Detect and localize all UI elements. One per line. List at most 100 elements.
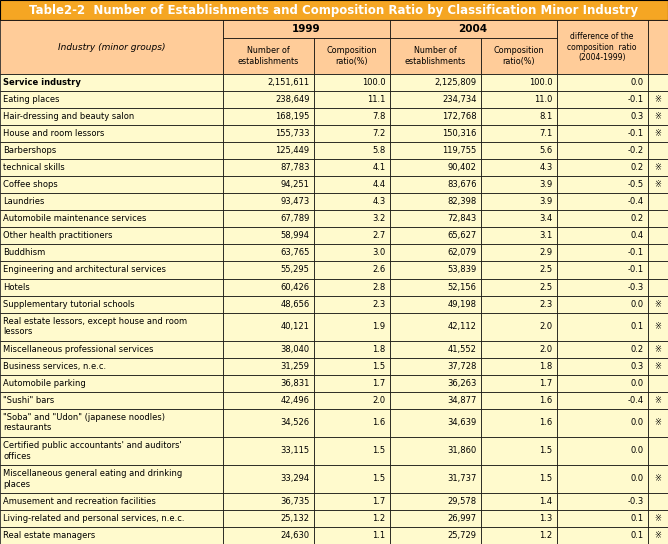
Bar [222,38,313,74]
Text: 0.1: 0.1 [631,322,643,331]
Text: 7.1: 7.1 [540,129,552,138]
Bar [647,392,668,409]
Bar [313,211,389,227]
Text: 2004: 2004 [459,24,488,34]
Text: Number of
establishments: Number of establishments [238,46,299,66]
Bar [389,409,480,437]
Bar [389,125,480,143]
Bar [647,465,668,493]
Bar [389,176,480,193]
Bar [480,295,556,313]
Text: 2.6: 2.6 [373,265,385,275]
Text: 2.0: 2.0 [373,395,385,405]
Bar [222,125,313,143]
Text: Hotels: Hotels [3,282,30,292]
Text: 1.5: 1.5 [373,446,385,455]
Bar [389,279,480,295]
Bar [480,341,556,357]
Bar [480,193,556,211]
Text: -0.3: -0.3 [627,282,643,292]
Bar [0,0,668,20]
Bar [0,527,222,544]
Bar [647,357,668,375]
Text: -0.1: -0.1 [627,129,643,138]
Bar [0,125,222,143]
Text: 24,630: 24,630 [281,531,309,540]
Text: 2,125,809: 2,125,809 [434,78,476,87]
Text: 90,402: 90,402 [448,163,476,172]
Text: Amusement and recreation facilities: Amusement and recreation facilities [3,497,156,506]
Text: 2.0: 2.0 [540,345,552,354]
Bar [313,125,389,143]
Text: 1.5: 1.5 [540,474,552,484]
Text: 1.2: 1.2 [373,514,385,523]
Bar [480,244,556,262]
Text: 5.6: 5.6 [540,146,552,155]
Bar [313,227,389,244]
Bar [389,493,480,510]
Bar [222,357,313,375]
Bar [647,20,668,74]
Text: ※: ※ [654,181,661,189]
Text: 62,079: 62,079 [448,249,476,257]
Bar [480,437,556,465]
Text: 25,729: 25,729 [448,531,476,540]
Text: 33,294: 33,294 [281,474,309,484]
Text: 3.9: 3.9 [540,181,552,189]
Text: 3.9: 3.9 [540,197,552,206]
Text: 87,783: 87,783 [280,163,309,172]
Bar [480,176,556,193]
Text: Industry (minor groups): Industry (minor groups) [57,42,165,52]
Text: 2.3: 2.3 [540,300,552,308]
Text: 72,843: 72,843 [448,214,476,224]
Text: 1.6: 1.6 [540,395,552,405]
Bar [0,409,222,437]
Bar [222,211,313,227]
Text: 4.3: 4.3 [540,163,552,172]
Text: 36,735: 36,735 [280,497,309,506]
Text: 37,728: 37,728 [447,362,476,370]
Text: 5.8: 5.8 [373,146,385,155]
Bar [647,295,668,313]
Text: 2.5: 2.5 [540,265,552,275]
Bar [556,74,647,91]
Bar [480,159,556,176]
Text: 2.5: 2.5 [540,282,552,292]
Bar [313,176,389,193]
Text: 0.2: 0.2 [631,163,643,172]
Text: 0.2: 0.2 [631,345,643,354]
Text: -0.1: -0.1 [627,249,643,257]
Text: 1.7: 1.7 [540,379,552,388]
Text: 1.7: 1.7 [373,379,385,388]
Bar [313,91,389,108]
Bar [0,74,222,91]
Bar [0,176,222,193]
Bar [480,510,556,527]
Bar [389,262,480,279]
Text: 0.2: 0.2 [631,214,643,224]
Text: -0.1: -0.1 [627,265,643,275]
Bar [222,527,313,544]
Bar [647,159,668,176]
Text: -0.2: -0.2 [627,146,643,155]
Text: Composition
ratio(%): Composition ratio(%) [494,46,544,66]
Text: 1.7: 1.7 [373,497,385,506]
Text: 1.1: 1.1 [373,531,385,540]
Text: 0.0: 0.0 [631,78,643,87]
Text: 1.5: 1.5 [540,446,552,455]
Bar [389,159,480,176]
Text: 238,649: 238,649 [275,95,309,104]
Bar [0,437,222,465]
Bar [222,493,313,510]
Text: 42,496: 42,496 [281,395,309,405]
Bar [0,313,222,341]
Text: 3.1: 3.1 [540,231,552,240]
Text: 2.0: 2.0 [540,322,552,331]
Bar [480,409,556,437]
Bar [313,375,389,392]
Bar [222,193,313,211]
Text: ※: ※ [654,95,661,104]
Text: ※: ※ [654,418,661,427]
Bar [556,279,647,295]
Text: 52,156: 52,156 [448,282,476,292]
